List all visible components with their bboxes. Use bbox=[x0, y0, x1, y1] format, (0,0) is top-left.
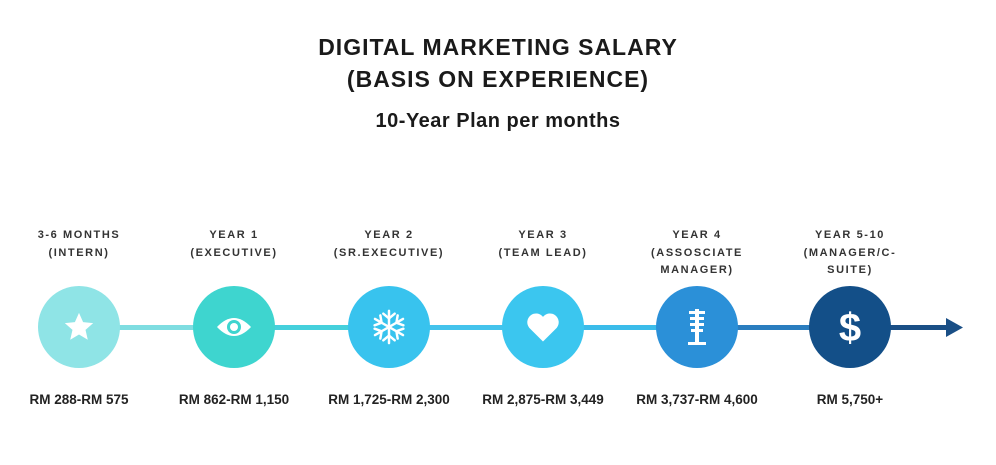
stage-salary: RM 1,725-RM 2,300 bbox=[328, 392, 450, 407]
stage-salary: RM 862-RM 1,150 bbox=[178, 392, 290, 407]
stage-label: YEAR 5-10 (MANAGER/C-SUITE) bbox=[790, 226, 910, 279]
stage-label: YEAR 4 (ASSOSCIATE MANAGER) bbox=[637, 226, 757, 279]
stage-role: (TEAM LEAD) bbox=[498, 247, 588, 259]
stage-circle bbox=[38, 286, 120, 368]
timeline-segment bbox=[80, 325, 236, 330]
stage-period: YEAR 3 bbox=[518, 229, 568, 241]
stage-role: (INTERN) bbox=[48, 247, 110, 259]
timeline-segment bbox=[850, 325, 950, 330]
arrow-head-icon bbox=[946, 318, 963, 337]
stage-salary: RM 5,750+ bbox=[816, 392, 884, 407]
timeline-segment bbox=[234, 325, 390, 330]
page-subtitle: 10-Year Plan per months bbox=[375, 110, 621, 132]
heart-icon bbox=[525, 311, 561, 343]
microphone-icon bbox=[686, 307, 708, 347]
stage-period: YEAR 2 bbox=[364, 229, 414, 241]
snowflake-icon bbox=[370, 308, 408, 346]
page-title: DIGITAL MARKETING SALARY bbox=[318, 34, 678, 60]
stage-period: YEAR 4 bbox=[672, 229, 722, 241]
stage-circle: $ bbox=[809, 286, 891, 368]
eye-icon bbox=[215, 314, 253, 340]
stage-circle bbox=[656, 286, 738, 368]
stage-period: YEAR 1 bbox=[209, 229, 259, 241]
timeline-segment bbox=[389, 325, 545, 330]
stage-circle bbox=[348, 286, 430, 368]
stage-salary: RM 3,737-RM 4,600 bbox=[636, 392, 758, 407]
star-icon bbox=[62, 310, 96, 344]
stage-role: (SR.EXECUTIVE) bbox=[333, 247, 445, 259]
stage-period: YEAR 5-10 bbox=[814, 229, 886, 241]
page-title-line2: (BASIS ON EXPERIENCE) bbox=[346, 66, 650, 92]
stage-salary: RM 2,875-RM 3,449 bbox=[482, 392, 604, 407]
stage-label: YEAR 3 (TEAM LEAD) bbox=[468, 226, 618, 262]
stage-salary: RM 288-RM 575 bbox=[29, 392, 129, 407]
stage-label: YEAR 1 (EXECUTIVE) bbox=[159, 226, 309, 262]
stage-role: (MANAGER/C-SUITE) bbox=[803, 247, 897, 276]
stage-label: YEAR 2 (SR.EXECUTIVE) bbox=[314, 226, 464, 262]
dollar-icon: $ bbox=[835, 306, 865, 348]
timeline-segment bbox=[697, 325, 853, 330]
svg-text:$: $ bbox=[839, 306, 861, 348]
stage-circle bbox=[193, 286, 275, 368]
timeline-segment bbox=[543, 325, 699, 330]
stage-circle bbox=[502, 286, 584, 368]
stage-period: 3-6 MONTHS bbox=[37, 229, 121, 241]
stage-role: (EXECUTIVE) bbox=[190, 247, 278, 259]
stage-role: (ASSOSCIATE MANAGER) bbox=[651, 247, 743, 276]
stage-label: 3-6 MONTHS (INTERN) bbox=[4, 226, 154, 262]
